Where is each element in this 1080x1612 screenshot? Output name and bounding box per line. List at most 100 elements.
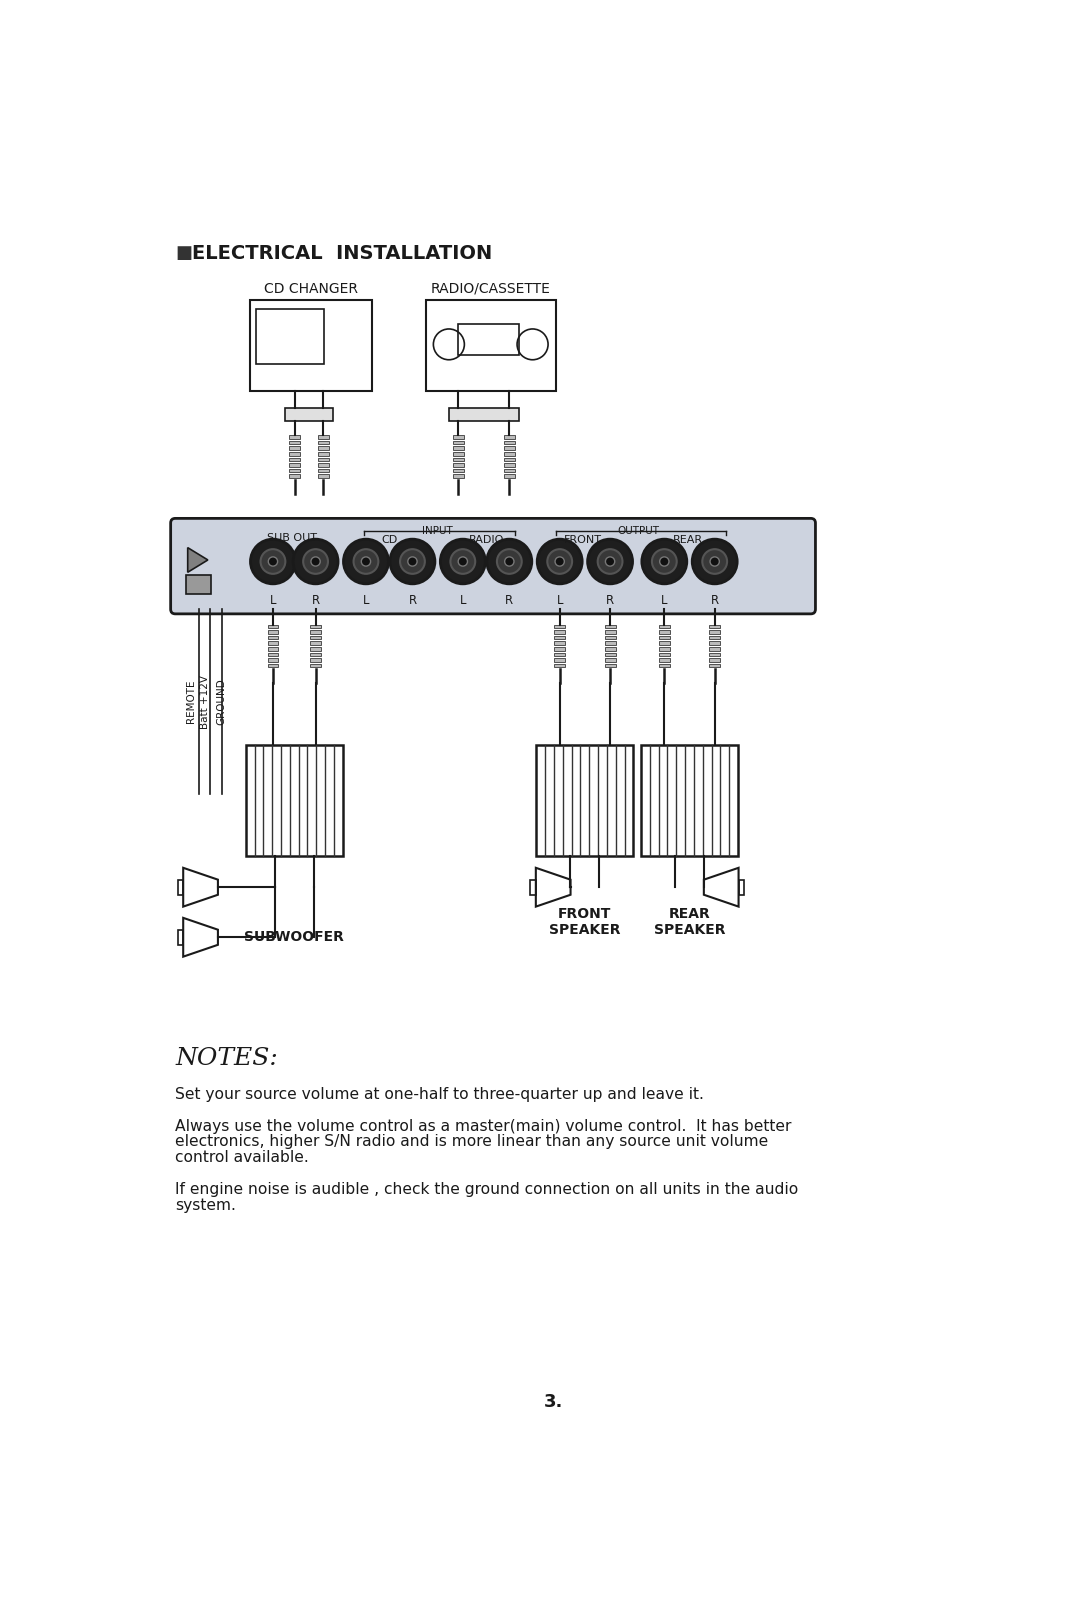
Text: GROUND: GROUND (217, 679, 227, 725)
Text: RADIO/CASSETTE: RADIO/CASSETTE (431, 282, 551, 297)
Bar (449, 408, 518, 421)
Text: SUB OUT: SUB OUT (268, 534, 318, 543)
Bar (318, 458, 328, 461)
Bar (268, 630, 279, 634)
Text: REAR: REAR (673, 535, 703, 545)
Bar (178, 930, 184, 945)
Bar (710, 642, 720, 645)
Text: RADIO: RADIO (469, 535, 503, 545)
Bar (710, 664, 720, 667)
Circle shape (441, 538, 485, 584)
Text: L: L (363, 595, 369, 608)
Bar (268, 624, 279, 629)
Circle shape (303, 550, 328, 574)
Bar (268, 653, 279, 656)
Bar (605, 653, 616, 656)
Bar (453, 458, 463, 461)
Text: R: R (505, 595, 513, 608)
Bar (256, 310, 324, 364)
Bar (739, 880, 744, 895)
Bar (605, 624, 616, 629)
Circle shape (702, 550, 727, 574)
Bar (285, 408, 333, 421)
Bar (554, 664, 565, 667)
Text: ELECTRICAL  INSTALLATION: ELECTRICAL INSTALLATION (192, 243, 492, 263)
Bar (458, 324, 518, 355)
Bar (310, 630, 321, 634)
Text: L: L (270, 595, 276, 608)
Circle shape (504, 556, 514, 566)
Bar (453, 435, 463, 438)
Bar (554, 658, 565, 663)
Bar (453, 474, 463, 477)
Bar (310, 658, 321, 663)
Bar (249, 300, 373, 390)
Bar (605, 664, 616, 667)
Text: L: L (460, 595, 467, 608)
Bar (453, 451, 463, 456)
Bar (289, 463, 300, 467)
Circle shape (260, 550, 285, 574)
Text: OUTPUT: OUTPUT (618, 527, 660, 537)
Bar (453, 469, 463, 472)
Text: FRONT
SPEAKER: FRONT SPEAKER (549, 908, 621, 937)
Bar (605, 658, 616, 663)
Bar (659, 630, 670, 634)
Circle shape (353, 550, 378, 574)
Bar (268, 664, 279, 667)
Bar (554, 630, 565, 634)
Circle shape (642, 538, 687, 584)
Text: R: R (311, 595, 320, 608)
Text: FRONT: FRONT (564, 535, 602, 545)
Bar (554, 635, 565, 640)
Text: control available.: control available. (175, 1149, 309, 1165)
Bar (659, 642, 670, 645)
Circle shape (652, 550, 677, 574)
Text: L: L (556, 595, 563, 608)
Bar (268, 658, 279, 663)
Bar (268, 642, 279, 645)
Bar (554, 642, 565, 645)
Bar (537, 745, 633, 856)
Bar (289, 469, 300, 472)
Bar (453, 463, 463, 467)
Text: NOTES:: NOTES: (175, 1046, 278, 1070)
Bar (530, 880, 536, 895)
Text: 3.: 3. (544, 1393, 563, 1412)
Bar (310, 664, 321, 667)
Bar (318, 469, 328, 472)
Bar (178, 880, 184, 895)
Bar (268, 635, 279, 640)
Polygon shape (188, 548, 207, 572)
Circle shape (537, 538, 582, 584)
Text: ■: ■ (175, 245, 192, 263)
Bar (710, 646, 720, 651)
Text: system.: system. (175, 1198, 237, 1212)
FancyBboxPatch shape (171, 519, 815, 614)
Text: R: R (711, 595, 719, 608)
Bar (710, 653, 720, 656)
Bar (504, 451, 515, 456)
Text: If engine noise is audible , check the ground connection on all units in the aud: If engine noise is audible , check the g… (175, 1182, 798, 1198)
Bar (554, 646, 565, 651)
Circle shape (293, 538, 338, 584)
Bar (453, 440, 463, 445)
Circle shape (548, 550, 572, 574)
Bar (289, 458, 300, 461)
Bar (659, 646, 670, 651)
Bar (659, 664, 670, 667)
Bar (246, 745, 342, 856)
Circle shape (390, 538, 435, 584)
Bar (710, 630, 720, 634)
Text: R: R (408, 595, 417, 608)
Circle shape (597, 550, 622, 574)
Text: INPUT: INPUT (422, 527, 453, 537)
Bar (504, 440, 515, 445)
Bar (710, 658, 720, 663)
Bar (710, 635, 720, 640)
Circle shape (343, 538, 389, 584)
Bar (310, 646, 321, 651)
Bar (289, 474, 300, 477)
Text: L: L (661, 595, 667, 608)
Bar (504, 463, 515, 467)
